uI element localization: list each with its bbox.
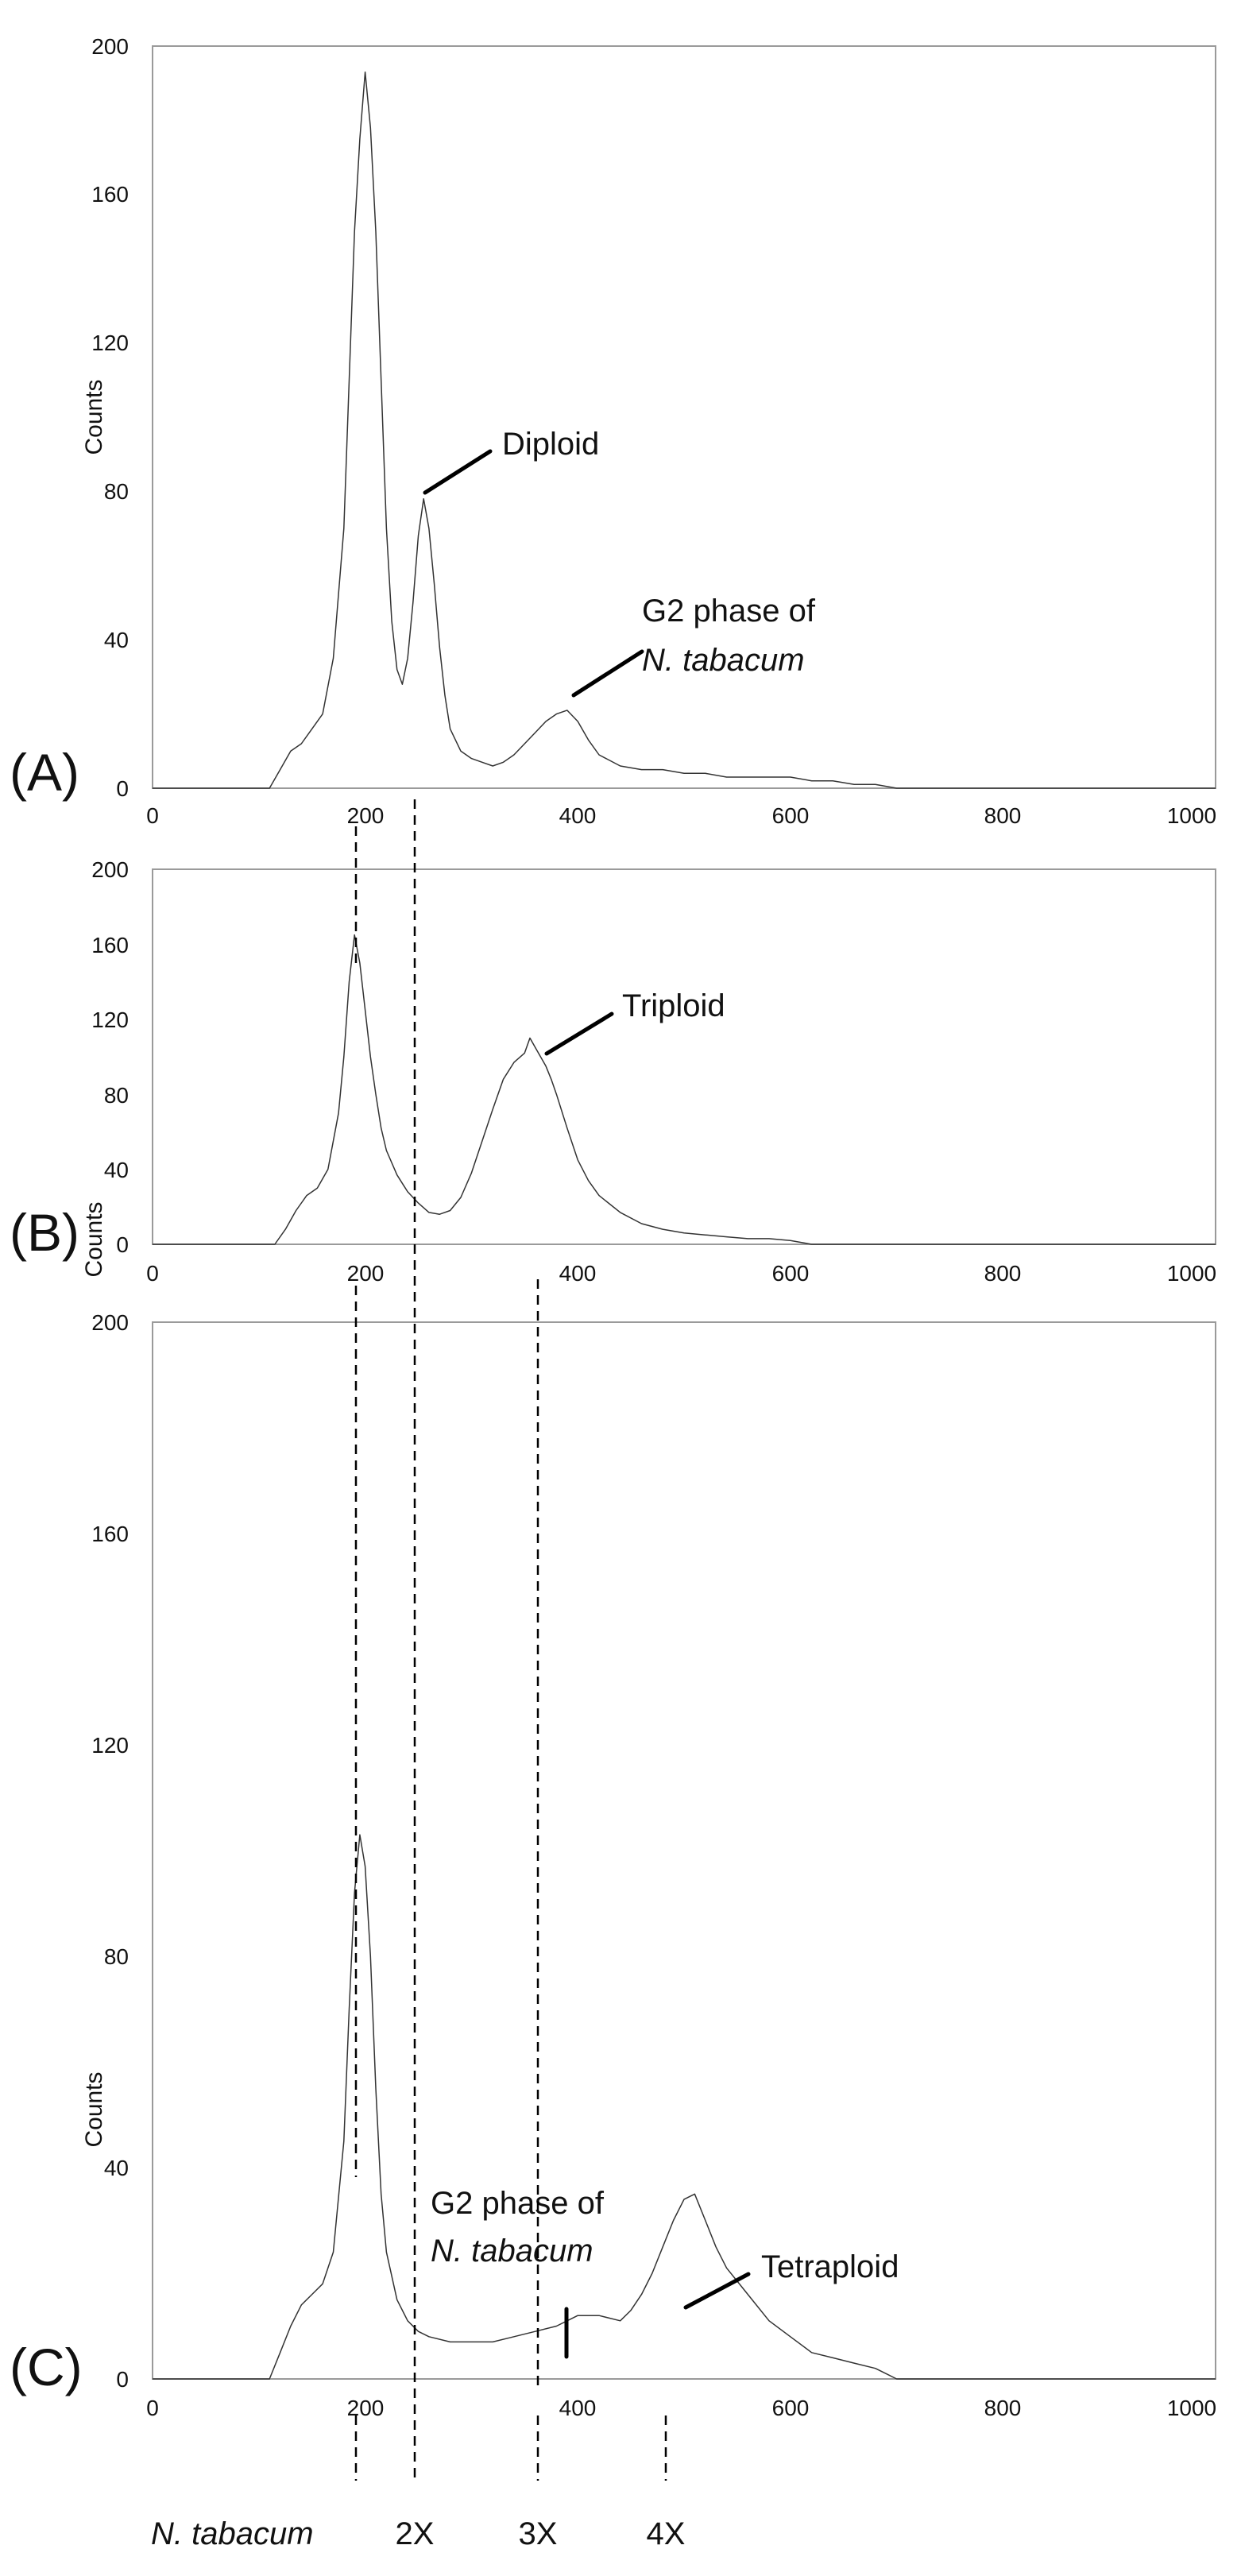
ref-label-4x: 4X (647, 2516, 686, 2551)
panel-b-xtick-label: 1000 (1167, 1261, 1216, 1286)
panel-b-ytick-label: 40 (104, 1158, 129, 1182)
panel-b-triploid-label: Triploid (622, 988, 725, 1023)
panel-a-xtick-label: 200 (347, 803, 385, 828)
reference-labels: N. tabacum 2X 3X 4X (151, 2516, 685, 2551)
panel-a-ytick-label: 200 (91, 34, 129, 59)
panel-b-xtick-label: 0 (146, 1261, 159, 1286)
panel-b-y-axis-label: Counts (81, 1201, 107, 1277)
panel-c: Counts 0 40 80 120 160 200 0 200 400 600… (10, 1310, 1216, 2420)
panel-c-xtick-label: 0 (146, 2396, 159, 2420)
panel-a-y-axis-label: Counts (81, 379, 107, 454)
panel-c-tetraploid-pointer (683, 2272, 751, 2310)
panel-b-histogram-trace (153, 934, 1216, 1245)
panel-a-ytick-label: 80 (104, 479, 129, 504)
panel-b-xtick-label: 800 (984, 1261, 1022, 1286)
panel-c-ytick-label: 200 (91, 1310, 129, 1335)
panel-a-ytick-label: 120 (91, 331, 129, 355)
panel-b: Counts 0 40 80 120 160 200 0 200 400 600… (10, 857, 1216, 1286)
panel-a-ytick-label: 160 (91, 182, 129, 207)
panel-a-x-tick-labels: 0 200 400 600 800 1000 (146, 803, 1216, 828)
panel-a-y-tick-labels: 0 40 80 120 160 200 (91, 34, 129, 801)
panel-b-triploid-pointer (544, 1011, 614, 1056)
panel-a-xtick-label: 0 (146, 803, 159, 828)
panel-c-ytick-label: 40 (104, 2156, 129, 2180)
panel-a-diploid-pointer (423, 449, 493, 495)
panel-b-ytick-label: 0 (116, 1232, 129, 1257)
panel-b-ytick-label: 120 (91, 1008, 129, 1032)
panel-b-ytick-label: 160 (91, 933, 129, 957)
ref-label-2x: 2X (396, 2516, 435, 2551)
panel-c-tetraploid-label: Tetraploid (761, 2249, 899, 2284)
panel-c-ytick-label: 0 (116, 2367, 129, 2392)
panel-b-xtick-label: 200 (347, 1261, 385, 1286)
panel-c-y-tick-labels: 0 40 80 120 160 200 (91, 1310, 129, 2392)
panel-c-x-tick-labels: 0 200 400 600 800 1000 (146, 2396, 1216, 2420)
reference-guides (354, 799, 667, 2481)
panel-c-xtick-label: 1000 (1167, 2396, 1216, 2420)
panel-c-ytick-label: 80 (104, 1944, 129, 1969)
panel-b-label: (B) (10, 1203, 79, 1262)
panel-b-xtick-label: 600 (772, 1261, 810, 1286)
panel-c-y-axis-label: Counts (81, 2071, 107, 2147)
panel-a-label: (A) (10, 743, 79, 802)
panel-b-y-tick-labels: 0 40 80 120 160 200 (91, 857, 129, 1257)
panel-b-ytick-label: 200 (91, 857, 129, 882)
panel-c-xtick-label: 600 (772, 2396, 810, 2420)
panel-c-g2-label-line2: N. tabacum (431, 2234, 593, 2269)
panel-c-xtick-label: 200 (347, 2396, 385, 2420)
ref-label-3x: 3X (519, 2516, 558, 2551)
panel-b-x-tick-labels: 0 200 400 600 800 1000 (146, 1261, 1216, 1286)
panel-a-g2-label-line2: N. tabacum (642, 643, 805, 678)
panel-a-g2-label-line1: G2 phase of (642, 594, 816, 629)
panel-a-histogram-trace (153, 71, 1216, 789)
panel-a-g2-pointer (571, 649, 644, 698)
panel-a-ytick-label: 40 (104, 628, 129, 652)
panel-c-g2-label-line1: G2 phase of (431, 2186, 605, 2221)
panel-c-plot-frame (152, 1321, 1216, 2380)
panel-a-plot-frame (152, 45, 1216, 789)
panel-c-xtick-label: 800 (984, 2396, 1022, 2420)
panel-a-ytick-label: 0 (116, 776, 129, 801)
panel-a-diploid-label: Diploid (502, 427, 599, 462)
panel-a: Counts 0 40 80 120 160 200 0 200 400 600… (10, 34, 1216, 828)
panel-a-xtick-label: 800 (984, 803, 1022, 828)
panel-b-ytick-label: 80 (104, 1083, 129, 1108)
panel-c-histogram-trace (153, 1834, 1216, 2380)
panel-c-ytick-label: 160 (91, 1522, 129, 1546)
panel-a-xtick-label: 400 (559, 803, 597, 828)
panel-b-xtick-label: 400 (559, 1261, 597, 1286)
panel-b-plot-frame (152, 868, 1216, 1245)
panel-c-ytick-label: 120 (91, 1733, 129, 1758)
ref-label-n-tabacum: N. tabacum (151, 2516, 314, 2551)
panel-a-xtick-label: 1000 (1167, 803, 1216, 828)
panel-c-label: (C) (10, 2338, 83, 2396)
panel-a-xtick-label: 600 (772, 803, 810, 828)
panel-c-xtick-label: 400 (559, 2396, 597, 2420)
